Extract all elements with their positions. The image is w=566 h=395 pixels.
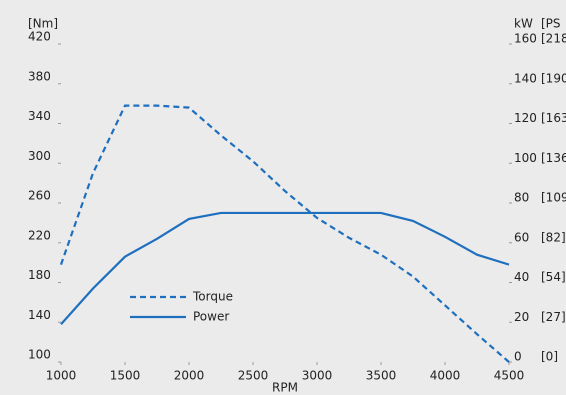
legend-label: Power [193, 310, 229, 324]
x-tick-label: 3000 [302, 369, 333, 383]
x-tick-label: 1000 [46, 369, 77, 383]
y2-tick-label: 160 [514, 32, 537, 46]
y2-tick-label: 0 [514, 350, 522, 364]
y-tick-label: 300 [28, 149, 51, 163]
x-tick-label: 4000 [430, 369, 461, 383]
y2-tick-label: 100 [514, 151, 537, 165]
y2-tick-label-secondary: [136] [541, 151, 566, 165]
x-tick-label: 4500 [494, 369, 525, 383]
y-tick-label: 100 [28, 348, 51, 362]
y-tick-label: 340 [28, 109, 51, 123]
x-tick-label: 2500 [238, 369, 269, 383]
y2-tick-label-secondary: [27] [541, 310, 566, 324]
y2-tick-label-secondary: [109] [541, 191, 566, 205]
y2-axis-label-secondary: [PS [541, 17, 561, 31]
x-tick-label: 1500 [110, 369, 141, 383]
y2-tick-label: 140 [514, 71, 537, 85]
x-tick-label: 2000 [174, 369, 205, 383]
legend-label: Torque [192, 290, 233, 304]
y2-tick-label: 20 [514, 310, 529, 324]
y2-tick-label-secondary: [190] [541, 71, 566, 85]
y2-tick-label: 40 [514, 270, 529, 284]
y2-tick-label-secondary: [163] [541, 111, 566, 125]
y-tick-label: 220 [28, 228, 51, 242]
y2-tick-label-secondary: [0] [541, 350, 558, 364]
y-tick-label: 260 [28, 189, 51, 203]
y-axis-label: [Nm] [28, 17, 58, 31]
y2-tick-label-secondary: [82] [541, 230, 566, 244]
y-tick-label: 420 [28, 30, 51, 44]
y2-tick-label: 80 [514, 191, 529, 205]
y-tick-label: 140 [28, 308, 51, 322]
y-tick-label: 380 [28, 69, 51, 83]
x-axis-label: RPM [272, 381, 298, 395]
y2-tick-label-secondary: [54] [541, 270, 566, 284]
y2-tick-label: 60 [514, 230, 529, 244]
y2-tick-label: 120 [514, 111, 537, 125]
y2-axis-label: kW [514, 17, 533, 31]
y-tick-label: 180 [28, 268, 51, 282]
x-tick-label: 3500 [366, 369, 397, 383]
series-line [59, 104, 510, 363]
series-line [60, 211, 510, 325]
y2-tick-label-secondary: [218] [541, 32, 566, 46]
